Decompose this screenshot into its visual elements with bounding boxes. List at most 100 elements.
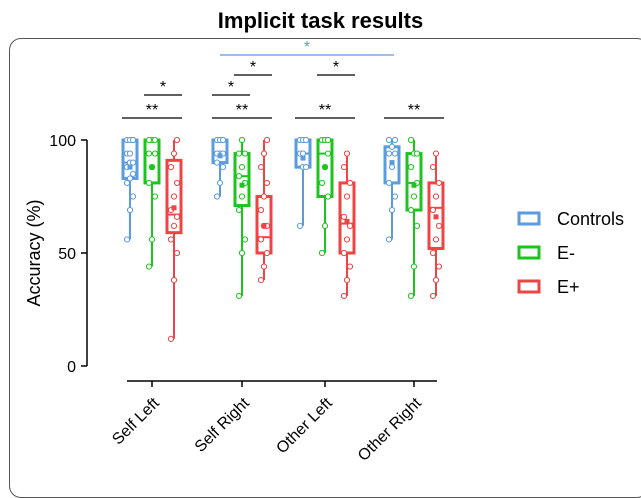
point-1-1-0 bbox=[235, 292, 243, 300]
point-0-3-8 bbox=[391, 136, 399, 144]
y-tick-label-50: 50 bbox=[58, 246, 76, 263]
significance-label-1: * bbox=[160, 79, 166, 96]
point-2-3-1 bbox=[432, 277, 440, 284]
chart-title: Implicit task results bbox=[217, 8, 424, 33]
point-2-2-9 bbox=[340, 164, 348, 171]
point-1-0-3 bbox=[145, 179, 153, 187]
point-1-2-8 bbox=[324, 136, 332, 144]
point-2-3-7 bbox=[432, 193, 440, 200]
point-1-2-5 bbox=[324, 150, 332, 157]
point-2-3-6 bbox=[429, 206, 437, 214]
point-1-0-9 bbox=[145, 136, 153, 144]
point-1-3-2 bbox=[413, 222, 421, 229]
point-0-2-8 bbox=[302, 136, 310, 144]
point-1-1-8 bbox=[241, 150, 249, 157]
y-axis-label: Accuracy (%) bbox=[24, 199, 44, 306]
legend-swatch-1 bbox=[517, 245, 541, 260]
point-1-3-1 bbox=[410, 263, 418, 270]
point-2-0-8 bbox=[173, 179, 181, 187]
point-0-2-2 bbox=[302, 164, 310, 171]
point-2-3-2 bbox=[435, 263, 443, 270]
mean-2-0 bbox=[171, 205, 177, 211]
point-2-1-11 bbox=[263, 136, 271, 144]
mean-2-2 bbox=[344, 218, 350, 224]
point-1-1-1 bbox=[238, 249, 246, 257]
point-2-0-1 bbox=[170, 277, 178, 284]
point-2-0-9 bbox=[167, 164, 175, 171]
significance-label-7: ** bbox=[408, 102, 420, 119]
significance-label-3: * bbox=[228, 79, 234, 96]
point-1-1-4 bbox=[238, 193, 246, 200]
point-2-0-2 bbox=[173, 249, 181, 257]
point-1-3-6 bbox=[407, 164, 415, 171]
point-1-3-0 bbox=[407, 292, 415, 300]
point-2-3-3 bbox=[429, 249, 437, 257]
mean-0-3 bbox=[389, 160, 395, 166]
point-0-3-0 bbox=[385, 236, 393, 243]
point-0-1-2 bbox=[219, 164, 227, 171]
significance-label-2: ** bbox=[236, 102, 248, 119]
point-0-3-6 bbox=[385, 150, 393, 157]
point-2-1-2 bbox=[263, 249, 271, 257]
point-1-1-7 bbox=[238, 164, 246, 171]
point-2-0-7 bbox=[170, 193, 178, 200]
mean-2-3 bbox=[433, 214, 439, 220]
point-2-2-7 bbox=[343, 193, 351, 200]
point-1-1-2 bbox=[241, 236, 249, 243]
point-0-0-10 bbox=[126, 150, 134, 157]
point-2-1-1 bbox=[260, 263, 268, 270]
point-2-2-3 bbox=[340, 249, 348, 257]
point-2-3-4 bbox=[432, 236, 440, 243]
point-1-3-8 bbox=[413, 150, 421, 157]
point-2-3-9 bbox=[429, 164, 437, 171]
point-2-3-8 bbox=[435, 179, 443, 187]
point-2-2-5 bbox=[346, 222, 354, 229]
point-2-1-6 bbox=[257, 206, 265, 214]
point-2-0-11 bbox=[173, 136, 181, 144]
point-2-0-4 bbox=[170, 222, 178, 229]
x-tick-label-3: Other Right bbox=[355, 394, 425, 464]
point-1-0-8 bbox=[151, 136, 159, 144]
point-0-1-3 bbox=[213, 159, 221, 166]
point-0-0-5 bbox=[129, 170, 137, 177]
box-1-0 bbox=[143, 138, 161, 185]
mean-1-1 bbox=[239, 182, 245, 188]
point-2-1-3 bbox=[257, 236, 265, 243]
point-2-3-10 bbox=[432, 150, 440, 157]
point-2-1-7 bbox=[260, 193, 268, 200]
point-1-1-3 bbox=[235, 206, 243, 214]
mean-0-1 bbox=[217, 153, 223, 159]
point-2-0-5 bbox=[173, 213, 181, 220]
point-2-2-8 bbox=[346, 179, 354, 187]
legend-swatch-0 bbox=[517, 211, 541, 226]
point-0-3-2 bbox=[391, 193, 399, 200]
point-1-0-5 bbox=[151, 150, 159, 157]
point-2-2-10 bbox=[343, 150, 351, 157]
x-tick-label-0: Self Left bbox=[109, 394, 163, 448]
mean-0-2 bbox=[300, 155, 306, 161]
point-0-0-2 bbox=[129, 193, 137, 200]
box-plot-chart: 0 50 100 Accuracy (%) Self Left Self Right Oth… bbox=[24, 39, 624, 465]
point-1-0-6 bbox=[145, 150, 153, 157]
point-1-2-2 bbox=[324, 193, 332, 200]
point-0-0-1 bbox=[126, 206, 134, 214]
point-0-1-1 bbox=[216, 179, 224, 187]
mean-1-3 bbox=[411, 182, 417, 188]
x-tick-label-2: Other Left bbox=[273, 394, 336, 457]
point-2-2-6 bbox=[340, 213, 348, 220]
point-0-1-0 bbox=[213, 193, 221, 200]
point-1-2-3 bbox=[318, 179, 326, 187]
point-2-1-9 bbox=[257, 164, 265, 171]
point-2-1-0 bbox=[257, 277, 265, 284]
point-0-3-3 bbox=[385, 179, 393, 187]
legend-label-0: Controls bbox=[557, 209, 624, 229]
point-2-0-3 bbox=[167, 236, 175, 243]
point-0-0-4 bbox=[126, 175, 134, 182]
point-1-0-0 bbox=[145, 263, 153, 270]
x-tick-label-1: Self Right bbox=[192, 394, 253, 455]
point-1-2-1 bbox=[321, 222, 329, 229]
point-2-0-0 bbox=[167, 335, 175, 342]
point-2-1-10 bbox=[260, 150, 268, 157]
point-1-1-9 bbox=[235, 150, 243, 157]
point-2-3-0 bbox=[429, 292, 437, 300]
